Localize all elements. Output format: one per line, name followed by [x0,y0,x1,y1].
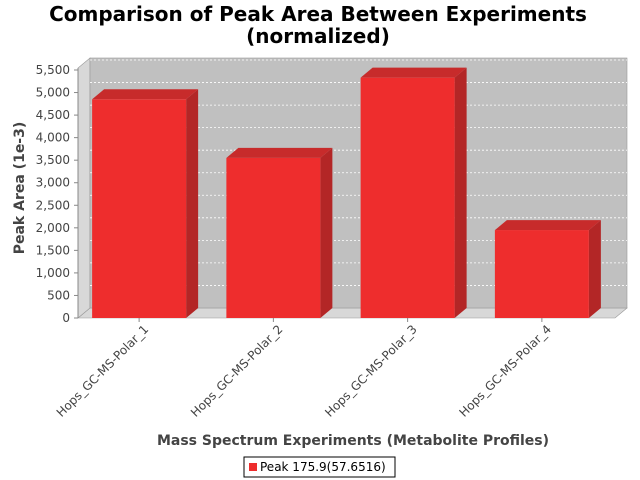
x-tick-label: Hops_GC-MS-Polar_1 [54,322,152,420]
y-tick-label: 1,000 [36,266,70,280]
y-axis: 0 500 1,000 1,500 2,000 2,500 3,000 3,500 4,000 4… [36,63,79,325]
y-tick-label: 500 [47,288,70,302]
bar-top [226,147,333,158]
y-tick-label: 2,000 [36,221,70,235]
bar-side [320,147,333,318]
legend-label: Peak 175.9(57.6516) [260,460,386,474]
bar-top [92,89,199,100]
y-tick-label: 5,500 [36,63,70,77]
y-tick-label: 0 [62,311,70,325]
plot-left-wall [77,57,91,319]
legend-swatch [249,463,257,471]
bar-side [588,220,601,318]
y-tick-label: 3,000 [36,176,70,190]
bar-side [186,89,199,319]
chart-title: Comparison of Peak Area Between Experime… [49,2,587,26]
bar [92,99,187,319]
x-axis: Hops_GC-MS-Polar_1 Hops_GC-MS-Polar_2 Hops… [54,318,554,420]
x-tick-label: Hops_GC-MS-Polar_3 [322,322,420,420]
y-tick-label: 5,000 [36,86,70,100]
bar-top [494,220,601,231]
y-axis-label: Peak Area (1e-3) [12,122,28,255]
y-tick-label: 4,000 [36,131,70,145]
bar [360,77,455,318]
x-axis-label: Mass Spectrum Experiments (Metabolite Pr… [157,433,549,449]
bars [92,67,601,319]
legend: Peak 175.9(57.6516) [243,456,396,478]
bar [226,157,321,318]
y-tick-label: 4,500 [36,108,70,122]
y-tick-label: 2,500 [36,198,70,212]
chart-subtitle: (normalized) [246,24,390,48]
y-tick-label: 3,500 [36,153,70,167]
bar-side [454,67,467,318]
bar-top [360,67,467,78]
legend-box [243,456,396,478]
bar [494,230,589,318]
x-tick-label: Hops_GC-MS-Polar_2 [188,322,286,420]
x-tick-label: Hops_GC-MS-Polar_4 [456,322,554,420]
y-tick-label: 1,500 [36,243,70,257]
